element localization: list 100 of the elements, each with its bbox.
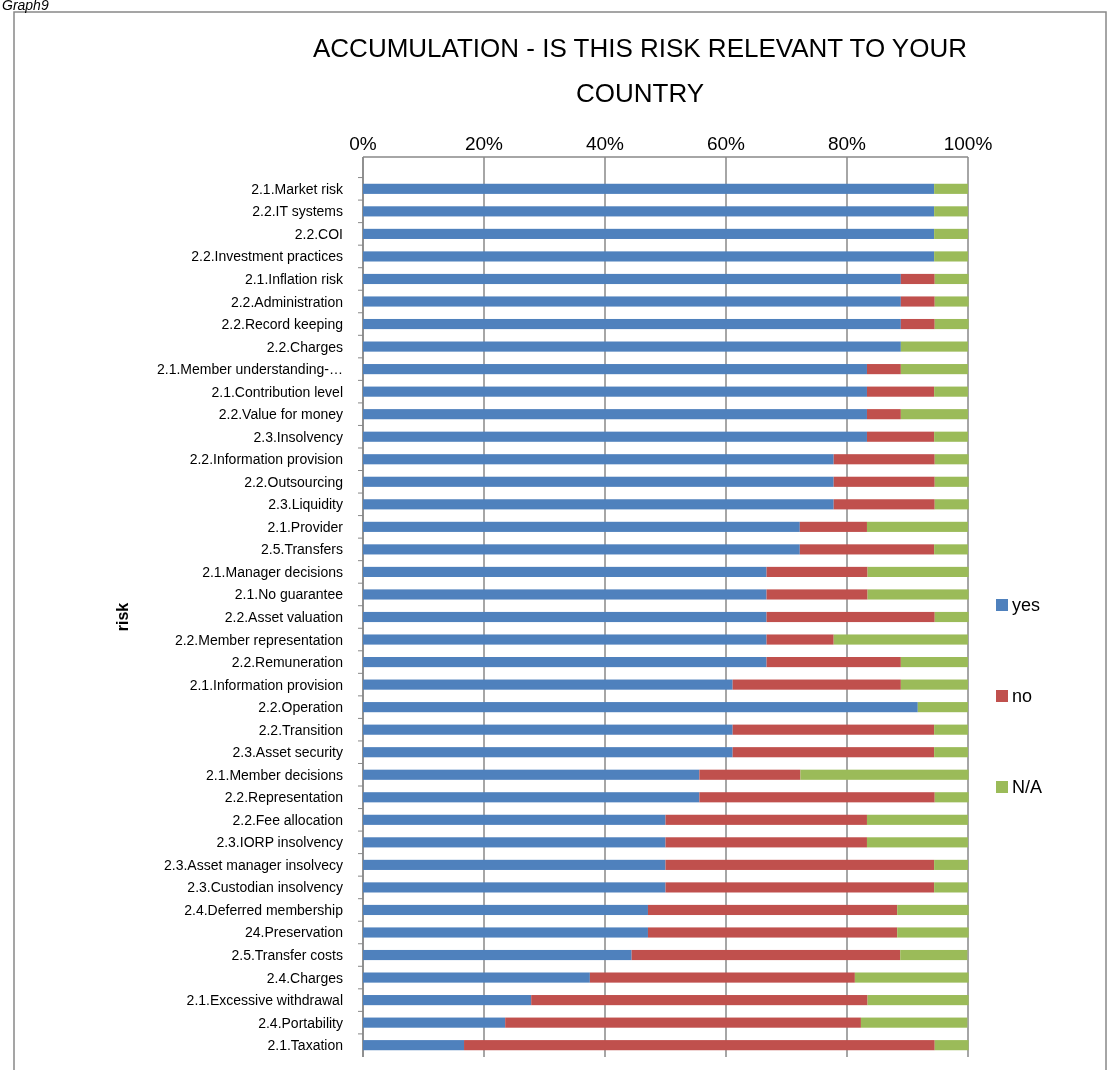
- y-tick-label: 2.1.Taxation: [267, 1037, 343, 1054]
- y-tick-label: 2.2.Record keeping: [221, 316, 343, 333]
- bar: [866, 386, 935, 397]
- bar: [363, 859, 666, 870]
- bar: [505, 1017, 861, 1028]
- bar: [732, 747, 935, 758]
- bar: [866, 521, 968, 532]
- bar: [363, 206, 935, 217]
- bar: [867, 589, 969, 600]
- bar: [900, 318, 935, 330]
- bar: [363, 1017, 506, 1028]
- y-tick-label: 2.3.Asset manager insolvecy: [164, 856, 343, 873]
- bar: [900, 657, 968, 668]
- y-tick-label: 2.2.Asset valuation: [224, 609, 343, 625]
- bar: [363, 566, 767, 577]
- y-tick-label: 2.1.Excessive withdrawal: [186, 992, 343, 1009]
- y-tick-label: 2.2.Value for money: [218, 406, 343, 423]
- bar: [363, 769, 700, 780]
- bar: [900, 273, 935, 285]
- y-tick-label: 2.1.Market risk: [251, 180, 344, 197]
- bar: [363, 724, 733, 735]
- bar: [363, 792, 700, 803]
- bar: [766, 611, 935, 623]
- bar: [934, 183, 968, 194]
- bar: [363, 544, 800, 555]
- x-tick-label: 0%: [349, 133, 377, 154]
- bar: [934, 792, 969, 803]
- bar: [531, 995, 868, 1006]
- bar: [934, 499, 969, 510]
- bar: [934, 611, 969, 623]
- bar: [363, 589, 767, 600]
- bar: [766, 589, 868, 600]
- bar: [363, 927, 648, 938]
- y-tick-label: 2.2.Remuneration: [231, 654, 343, 671]
- bar: [934, 747, 968, 758]
- bar: [363, 454, 834, 465]
- y-tick-label: 2.2.Member representation: [174, 631, 343, 648]
- bar: [866, 837, 968, 848]
- y-tick-label: 2.3.Liquidity: [268, 496, 343, 513]
- bar: [363, 679, 733, 690]
- bar: [934, 206, 968, 217]
- bar: [900, 341, 968, 352]
- y-tick-label: 2.1.Manager decisions: [202, 563, 343, 580]
- bar: [934, 1040, 969, 1051]
- bar: [917, 702, 968, 713]
- bar: [589, 972, 855, 983]
- bar: [363, 499, 834, 510]
- y-tick-label: 2.5.Transfers: [261, 541, 343, 558]
- bar: [866, 431, 935, 442]
- legend-label: N/A: [1012, 777, 1043, 797]
- bar: [363, 228, 935, 239]
- caption: Graph9: [2, 0, 49, 13]
- bar: [934, 882, 968, 893]
- bar: [900, 409, 968, 420]
- bar: [866, 814, 968, 825]
- bar: [766, 634, 834, 645]
- bar: [900, 296, 935, 307]
- bar: [799, 521, 867, 532]
- y-tick-label: 2.2.Information provision: [189, 451, 343, 468]
- bar: [799, 544, 935, 555]
- y-axis-title: risk: [114, 602, 131, 632]
- bar: [665, 814, 867, 825]
- bar: [934, 273, 969, 285]
- bar: [900, 364, 968, 375]
- y-tick-label: 2.1.Contribution level: [211, 383, 343, 400]
- bar: [363, 995, 532, 1006]
- bar: [699, 769, 801, 780]
- bar: [363, 183, 935, 194]
- bar: [934, 228, 968, 239]
- bar: [363, 837, 666, 848]
- bar: [897, 927, 969, 938]
- bar: [934, 431, 968, 442]
- bar: [363, 341, 901, 352]
- y-tick-label: 2.1.Provider: [267, 518, 344, 535]
- bar: [800, 769, 969, 780]
- y-tick-label: 2.1.No guarantee: [234, 586, 344, 603]
- y-tick-label: 2.2.Representation: [224, 789, 343, 806]
- bar: [363, 904, 648, 916]
- bar: [363, 364, 867, 375]
- bar: [867, 566, 969, 577]
- x-tick-label: 100%: [943, 133, 993, 154]
- y-tick-label: 2.3.IORP insolvency: [216, 834, 343, 851]
- bar: [363, 949, 632, 961]
- y-tick-label: 2.1.Member understanding-…: [157, 361, 343, 378]
- bar: [833, 454, 935, 465]
- bar: [833, 499, 935, 510]
- bar: [833, 634, 968, 645]
- chart-title: ACCUMULATION - IS THIS RISK RELEVANT TO YOUR COUNTRY: [313, 33, 967, 108]
- bar: [363, 273, 901, 285]
- y-tick-label: 2.2.Investment practices: [191, 248, 343, 265]
- y-tick-label: 2.1.Inflation risk: [244, 270, 344, 287]
- bar: [647, 904, 898, 916]
- bar: [363, 611, 767, 623]
- bar: [854, 972, 969, 983]
- x-tick-label: 60%: [706, 133, 746, 154]
- bar: [866, 409, 901, 420]
- bar: [665, 859, 935, 870]
- bar: [363, 521, 800, 532]
- bar: [363, 747, 733, 758]
- legend-label: yes: [1012, 595, 1041, 615]
